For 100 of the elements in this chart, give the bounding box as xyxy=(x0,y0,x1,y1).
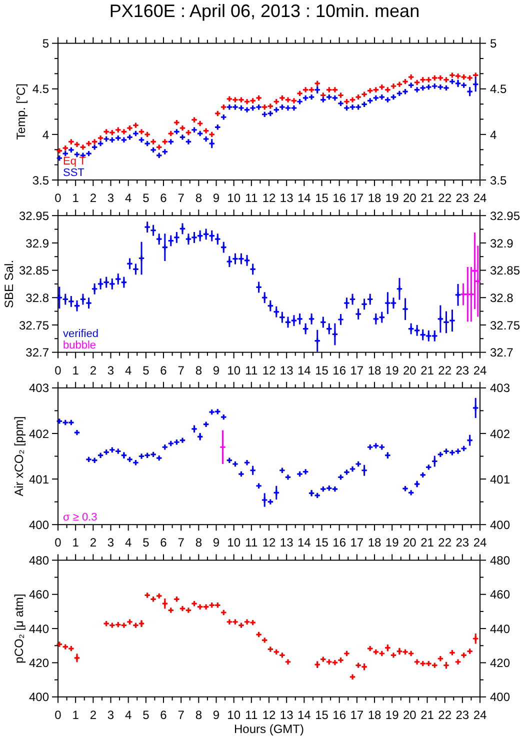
series-label: SST xyxy=(63,167,85,179)
x-tick-label: 15 xyxy=(315,536,329,550)
y2-tick-label: 32.8 xyxy=(490,290,514,305)
x-tick-label: 17 xyxy=(350,708,364,722)
x-tick-label: 23 xyxy=(456,536,470,550)
y-tick-label: 3.5 xyxy=(32,173,50,188)
y-tick-label: 32.9 xyxy=(26,236,50,250)
x-tick-label: 18 xyxy=(368,536,382,550)
x-tick-label: 2 xyxy=(90,363,97,378)
y2-tick-label: 32.85 xyxy=(490,264,520,278)
y-tick-label: 5 xyxy=(42,36,50,51)
x-tick-label: 14 xyxy=(297,708,312,722)
x-tick-label: 15 xyxy=(315,191,329,205)
y-tick-label: 440 xyxy=(28,622,50,636)
y2-tick-label: 3.5 xyxy=(490,173,508,188)
x-tick-label: 10 xyxy=(227,708,241,722)
y2-tick-label: 400 xyxy=(490,690,510,704)
y-tick-label: 400 xyxy=(28,518,50,532)
x-tick-label: 7 xyxy=(178,191,185,205)
x-tick-label: 6 xyxy=(160,708,168,722)
x-tick-label: 5 xyxy=(142,536,150,550)
y-tick-label: 4 xyxy=(42,128,50,142)
y2-tick-label: 480 xyxy=(490,554,510,568)
y2-tick-label: 440 xyxy=(490,622,510,636)
x-tick-label: 21 xyxy=(420,363,434,378)
y-tick-label: 420 xyxy=(28,656,50,670)
y-axis-title: SBE Sal. xyxy=(2,260,16,308)
y2-tick-label: 402 xyxy=(490,426,510,441)
y-tick-label: 32.95 xyxy=(18,208,50,223)
text: σ ≥ 0.3 xyxy=(63,512,98,524)
x-tick-label: 20 xyxy=(402,708,417,722)
x-tick-label: 2 xyxy=(90,708,97,722)
x-tick-label: 8 xyxy=(195,363,202,378)
y2-tick-label: 460 xyxy=(490,588,510,602)
x-tick-label: 15 xyxy=(315,708,329,722)
x-tick-label: 2 xyxy=(90,536,97,550)
y2-tick-label: 403 xyxy=(490,381,510,396)
x-tick-label: 24 xyxy=(473,536,487,550)
x-tick-label: 1 xyxy=(72,191,80,205)
x-tick-label: 0 xyxy=(54,708,62,722)
x-tick-label: 17 xyxy=(350,191,364,205)
x-tick-label: 16 xyxy=(332,708,346,722)
x-tick-label: 3 xyxy=(107,363,114,378)
x-tick-label: 5 xyxy=(142,363,150,378)
y-tick-label: 32.7 xyxy=(26,346,50,360)
series-label: Eq T xyxy=(63,156,86,168)
y-tick-label: 401 xyxy=(28,472,50,486)
x-tick-label: 24 xyxy=(473,191,487,205)
x-tick-label: 22 xyxy=(438,708,452,722)
x-tick-label: 11 xyxy=(245,363,258,378)
y-tick-label: 32.75 xyxy=(18,318,50,332)
x-tick-label: 4 xyxy=(124,708,132,722)
y-tick-label: 403 xyxy=(28,381,50,396)
x-tick-label: 16 xyxy=(332,536,346,550)
x-tick-label: 24 xyxy=(473,363,487,378)
x-tick-label: 13 xyxy=(280,708,294,722)
x-tick-label: 8 xyxy=(195,191,202,205)
x-tick-label: 0 xyxy=(54,536,62,550)
x-tick-label: 12 xyxy=(262,191,276,205)
x-tick-label: 23 xyxy=(456,363,470,378)
x-tick-label: 1 xyxy=(72,363,80,378)
x-tick-label: 16 xyxy=(332,191,346,205)
y-axis-title: Temp. [°C] xyxy=(14,84,28,140)
y-tick-label: 480 xyxy=(28,554,50,568)
x-tick-label: 4 xyxy=(124,191,132,205)
x-tick-label: 11 xyxy=(245,536,258,550)
x-tick-label: 18 xyxy=(368,708,382,722)
x-tick-label: 20 xyxy=(402,363,417,378)
y2-tick-label: 401 xyxy=(490,472,510,486)
x-tick-label: 22 xyxy=(438,191,452,205)
x-tick-label: 19 xyxy=(385,191,400,205)
y-tick-label: 400 xyxy=(28,690,50,704)
y2-tick-label: 5 xyxy=(490,36,497,51)
y2-tick-label: 32.7 xyxy=(490,346,514,360)
x-tick-label: 20 xyxy=(402,536,417,550)
x-tick-label: 19 xyxy=(385,363,400,378)
y2-tick-label: 32.75 xyxy=(490,318,520,332)
x-tick-label: 21 xyxy=(420,708,434,722)
x-tick-label: 13 xyxy=(280,363,294,378)
x-tick-label: 0 xyxy=(54,363,62,378)
y-tick-label: 32.8 xyxy=(26,290,50,305)
x-tick-label: 18 xyxy=(368,363,382,378)
x-tick-label: 12 xyxy=(262,363,276,378)
x-tick-label: 14 xyxy=(297,536,312,550)
y2-tick-label: 420 xyxy=(490,656,510,670)
x-tick-label: 1 xyxy=(72,708,80,722)
x-tick-label: 19 xyxy=(385,708,400,722)
x-tick-label: 7 xyxy=(178,536,185,550)
x-tick-label: 5 xyxy=(142,191,150,205)
chart-title: PX160E : April 06, 2013 : 10min. mean xyxy=(109,1,420,21)
y-tick-label: 402 xyxy=(28,426,50,441)
x-tick-label: 7 xyxy=(178,708,185,722)
x-tick-label: 22 xyxy=(438,363,452,378)
y-tick-label: 4.5 xyxy=(32,82,50,96)
x-tick-label: 10 xyxy=(227,191,241,205)
y2-tick-label: 4 xyxy=(490,128,497,142)
x-tick-label: 10 xyxy=(227,363,241,378)
x-tick-label: 23 xyxy=(456,191,470,205)
x-tick-label: 22 xyxy=(438,536,452,550)
x-tick-label: 7 xyxy=(178,363,185,378)
